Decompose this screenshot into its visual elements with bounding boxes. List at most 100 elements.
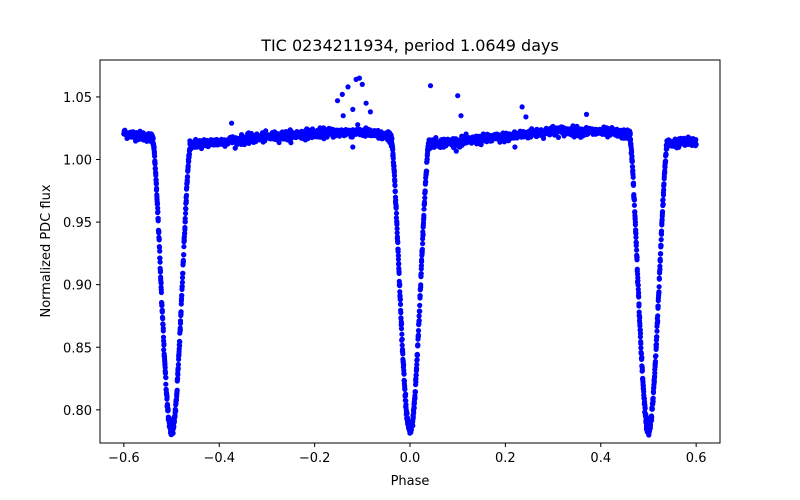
data-point xyxy=(422,188,428,194)
data-point xyxy=(640,386,647,393)
data-point xyxy=(656,276,663,282)
data-point xyxy=(634,254,640,260)
data-point xyxy=(629,153,635,159)
data-point xyxy=(636,301,642,307)
data-point xyxy=(156,230,162,236)
data-point xyxy=(637,315,643,321)
data-point xyxy=(403,391,409,397)
data-point xyxy=(415,334,421,340)
data-point xyxy=(154,201,161,207)
data-point xyxy=(400,349,406,355)
data-point xyxy=(422,195,428,201)
data-point xyxy=(399,342,405,348)
data-point xyxy=(396,261,402,267)
x-axis-label: Phase xyxy=(391,474,430,489)
data-point xyxy=(416,317,422,324)
data-point xyxy=(150,135,156,141)
data-point xyxy=(404,410,410,417)
data-point xyxy=(652,373,658,379)
data-point xyxy=(631,202,638,208)
data-point xyxy=(426,146,432,152)
data-point xyxy=(630,180,637,186)
data-point xyxy=(632,216,638,222)
data-point xyxy=(183,198,189,204)
data-point xyxy=(659,218,665,224)
data-point xyxy=(635,275,641,281)
data-point xyxy=(160,334,167,340)
data-point xyxy=(417,293,423,299)
data-point xyxy=(175,366,181,372)
data-point xyxy=(637,334,644,340)
plot-frame xyxy=(99,59,721,444)
data-point xyxy=(659,209,666,215)
data-point xyxy=(182,224,188,231)
data-point xyxy=(181,252,187,258)
data-point xyxy=(179,279,185,285)
data-point xyxy=(394,221,400,228)
x-tick-label: 0.2 xyxy=(495,451,516,466)
data-point xyxy=(157,248,163,254)
outlier-point xyxy=(229,120,235,126)
data-point xyxy=(660,201,666,207)
data-point xyxy=(159,314,166,320)
data-point xyxy=(396,265,402,272)
data-point xyxy=(178,301,184,307)
data-point xyxy=(414,362,420,368)
outlier-point xyxy=(359,81,365,87)
data-point xyxy=(631,196,637,203)
data-point xyxy=(177,339,183,345)
y-tick-label: 0.85 xyxy=(63,341,92,356)
data-point xyxy=(393,205,399,211)
data-point xyxy=(152,153,158,159)
data-point xyxy=(163,375,169,381)
outlier-point xyxy=(350,106,356,112)
data-point xyxy=(179,292,185,298)
data-point xyxy=(170,430,176,436)
data-point xyxy=(178,311,184,317)
data-point xyxy=(175,361,181,368)
outlier-point xyxy=(427,83,434,89)
data-point xyxy=(663,152,669,158)
x-tick-label: −0.4 xyxy=(203,451,235,466)
data-point xyxy=(654,334,660,340)
data-point xyxy=(419,246,425,252)
data-point xyxy=(395,238,401,244)
data-point xyxy=(421,199,428,205)
data-point xyxy=(627,136,633,142)
data-point xyxy=(643,419,649,425)
data-point xyxy=(637,323,643,329)
data-point xyxy=(426,141,432,147)
data-point xyxy=(177,327,183,333)
data-point xyxy=(176,348,182,355)
data-point xyxy=(638,345,644,351)
data-point xyxy=(453,148,459,154)
data-point xyxy=(419,250,425,256)
data-point xyxy=(639,355,645,361)
data-point xyxy=(171,423,177,429)
data-point xyxy=(633,234,639,240)
data-point xyxy=(390,155,396,161)
data-point xyxy=(555,134,562,140)
data-point xyxy=(159,302,165,309)
data-point xyxy=(276,139,282,146)
data-point xyxy=(420,222,426,228)
data-point xyxy=(395,249,401,255)
outlier-point xyxy=(356,75,362,81)
data-point xyxy=(157,255,163,261)
data-point xyxy=(651,379,657,385)
data-point xyxy=(414,351,420,357)
data-point xyxy=(179,275,186,281)
data-point xyxy=(153,172,159,178)
data-point xyxy=(649,405,655,411)
data-point xyxy=(655,313,661,319)
data-point xyxy=(639,365,645,371)
data-point xyxy=(420,241,426,247)
data-point xyxy=(183,210,189,216)
data-point xyxy=(182,219,188,225)
data-point xyxy=(153,180,159,186)
data-point xyxy=(171,419,177,425)
data-point xyxy=(418,263,424,269)
data-point xyxy=(403,398,409,404)
data-point xyxy=(424,151,430,157)
data-point xyxy=(164,396,170,402)
